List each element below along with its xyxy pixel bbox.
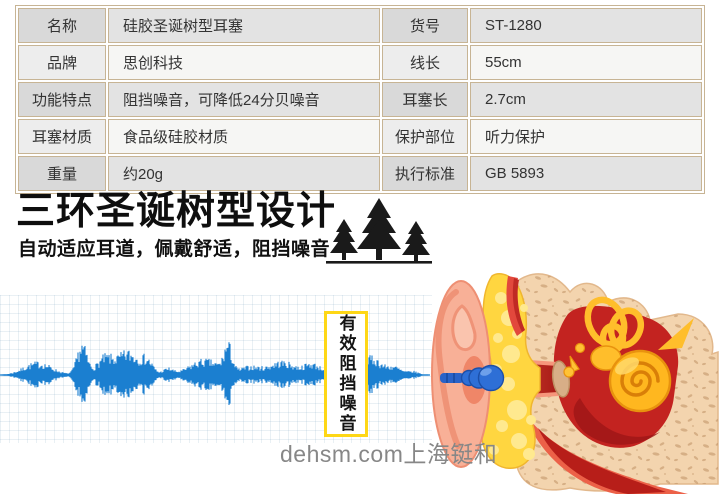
spec-value: ST-1280 xyxy=(470,8,702,43)
spec-label: 重量 xyxy=(18,156,106,191)
page-subtitle: 自动适应耳道，佩戴舒适，阻挡噪音 xyxy=(18,239,331,260)
spec-label: 名称 xyxy=(18,8,106,43)
earplug-icon xyxy=(440,364,505,392)
noise-callout-box: 有效阻挡噪音 xyxy=(324,311,368,437)
spec-label: 功能特点 xyxy=(18,82,106,117)
spec-label: 执行标准 xyxy=(382,156,468,191)
feature-headline: 三环圣诞树型设计 自动适应耳道，佩戴舒适，阻挡噪音 xyxy=(16,190,336,260)
spec-label: 耳塞长 xyxy=(382,82,468,117)
spec-value: 约20g xyxy=(108,156,380,191)
page-title: 三环圣诞树型设计 xyxy=(16,190,337,233)
spec-value: 硅胶圣诞树型耳塞 xyxy=(108,8,380,43)
ear-anatomy-illustration xyxy=(431,273,719,494)
spec-value: 2.7cm xyxy=(470,82,702,117)
spec-value: 食品级硅胶材质 xyxy=(108,119,380,154)
spec-label: 耳塞材质 xyxy=(18,119,106,154)
table-row: 品牌 思创科技 线长 55cm xyxy=(18,45,702,80)
spec-label: 保护部位 xyxy=(382,119,468,154)
spec-value: 思创科技 xyxy=(108,45,380,80)
table-row: 名称 硅胶圣诞树型耳塞 货号 ST-1280 xyxy=(18,8,702,43)
spec-label: 货号 xyxy=(382,8,468,43)
watermark-text: dehsm.com上海铤和 xyxy=(280,441,498,467)
noise-callout-text: 有效阻挡噪音 xyxy=(336,314,356,434)
spec-value: 55cm xyxy=(470,45,702,80)
spec-value: GB 5893 xyxy=(470,156,702,191)
spec-label: 线长 xyxy=(382,45,468,80)
table-row: 重量 约20g 执行标准 GB 5893 xyxy=(18,156,702,191)
pine-trees-icon xyxy=(326,198,432,264)
spec-value: 阻挡噪音，可降低24分贝噪音 xyxy=(108,82,380,117)
spec-value: 听力保护 xyxy=(470,119,702,154)
spec-label: 品牌 xyxy=(18,45,106,80)
spec-table: 名称 硅胶圣诞树型耳塞 货号 ST-1280 品牌 思创科技 线长 55cm 功… xyxy=(15,5,705,194)
table-row: 耳塞材质 食品级硅胶材质 保护部位 听力保护 xyxy=(18,119,702,154)
table-row: 功能特点 阻挡噪音，可降低24分贝噪音 耳塞长 2.7cm xyxy=(18,82,702,117)
